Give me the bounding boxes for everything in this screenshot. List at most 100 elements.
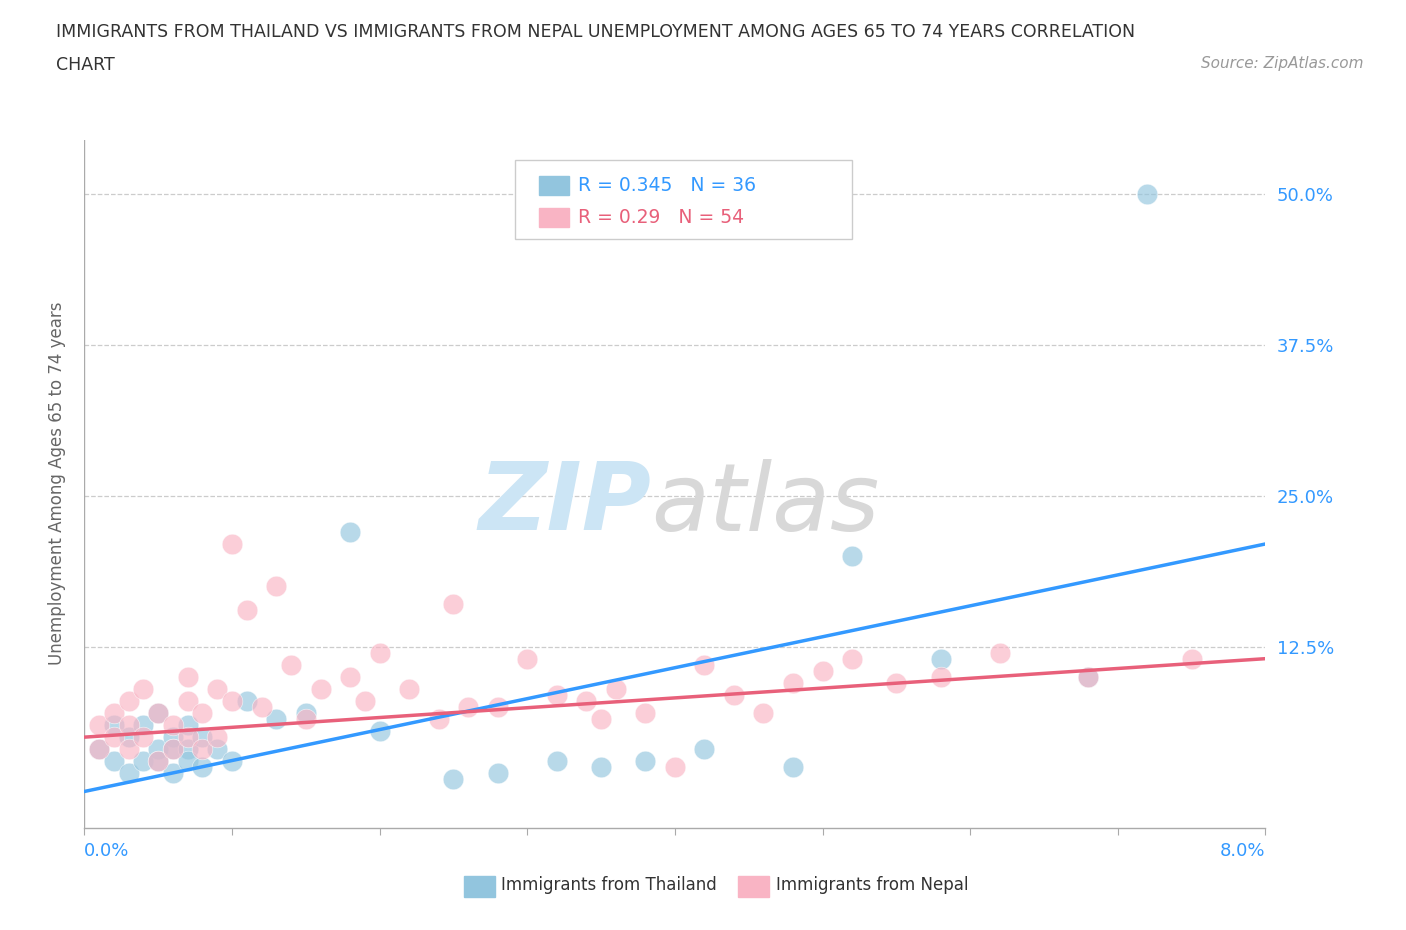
Point [191, 742, 214, 757]
FancyBboxPatch shape [516, 160, 852, 239]
Point [929, 670, 952, 684]
Point [339, 670, 361, 684]
Point [1077, 670, 1099, 684]
Point [811, 663, 834, 678]
Point [782, 675, 804, 690]
Point [841, 549, 863, 564]
Point [162, 742, 184, 757]
Point [89, 718, 111, 733]
Text: R = 0.345   N = 36: R = 0.345 N = 36 [578, 176, 756, 195]
Point [634, 706, 657, 721]
Point [89, 742, 111, 757]
Point [118, 766, 141, 781]
Point [221, 694, 243, 709]
Point [309, 682, 332, 697]
Point [693, 658, 716, 672]
Point [295, 711, 318, 726]
Point [546, 687, 568, 702]
Point [354, 694, 377, 709]
Point [591, 760, 613, 775]
Point [221, 537, 243, 551]
Text: atlas: atlas [651, 458, 880, 550]
Point [103, 718, 125, 733]
Point [132, 682, 155, 697]
Point [221, 754, 243, 769]
Point [177, 670, 200, 684]
Point [398, 682, 420, 697]
Point [118, 694, 141, 709]
Point [1181, 651, 1204, 666]
Point [118, 742, 141, 757]
Point [162, 742, 184, 757]
Bar [538, 176, 568, 195]
Point [929, 651, 952, 666]
Point [132, 730, 155, 745]
Point [205, 682, 228, 697]
Point [236, 694, 259, 709]
Point [177, 754, 200, 769]
Point [723, 687, 745, 702]
Text: 0.0%: 0.0% [84, 843, 129, 860]
Point [1136, 186, 1159, 201]
Point [693, 742, 716, 757]
Point [148, 754, 170, 769]
Point [205, 730, 228, 745]
Point [339, 525, 361, 539]
Text: IMMIGRANTS FROM THAILAND VS IMMIGRANTS FROM NEPAL UNEMPLOYMENT AMONG AGES 65 TO : IMMIGRANTS FROM THAILAND VS IMMIGRANTS F… [56, 23, 1136, 41]
Point [443, 597, 465, 612]
Point [368, 724, 391, 738]
Point [177, 742, 200, 757]
Point [118, 718, 141, 733]
Point [782, 760, 804, 775]
Point [634, 754, 657, 769]
Point [752, 706, 775, 721]
Point [295, 706, 318, 721]
Text: R = 0.29   N = 54: R = 0.29 N = 54 [578, 207, 744, 227]
Text: ZIP: ZIP [478, 458, 651, 551]
Point [1077, 670, 1099, 684]
Point [177, 694, 200, 709]
Point [841, 651, 863, 666]
Text: Immigrants from Thailand: Immigrants from Thailand [501, 876, 716, 895]
Bar [538, 207, 568, 227]
Point [546, 754, 568, 769]
Point [886, 675, 908, 690]
Point [103, 706, 125, 721]
Text: CHART: CHART [56, 56, 115, 73]
Point [148, 742, 170, 757]
Point [148, 706, 170, 721]
Point [575, 694, 598, 709]
Point [250, 699, 273, 714]
Text: Immigrants from Nepal: Immigrants from Nepal [776, 876, 969, 895]
Point [132, 754, 155, 769]
Point [427, 711, 450, 726]
Point [591, 711, 613, 726]
Point [177, 718, 200, 733]
Point [516, 651, 538, 666]
Point [162, 766, 184, 781]
Point [664, 760, 686, 775]
Point [205, 742, 228, 757]
Point [486, 766, 509, 781]
Point [486, 699, 509, 714]
Point [177, 730, 200, 745]
Point [118, 730, 141, 745]
Point [148, 754, 170, 769]
Point [605, 682, 627, 697]
Text: 8.0%: 8.0% [1220, 843, 1265, 860]
Point [191, 760, 214, 775]
Point [457, 699, 479, 714]
Text: Source: ZipAtlas.com: Source: ZipAtlas.com [1201, 56, 1364, 71]
Point [236, 603, 259, 618]
Point [162, 730, 184, 745]
Point [103, 754, 125, 769]
Point [191, 706, 214, 721]
Point [264, 711, 288, 726]
Point [191, 730, 214, 745]
Point [988, 645, 1011, 660]
Point [443, 772, 465, 787]
Point [148, 706, 170, 721]
Point [89, 742, 111, 757]
Point [103, 730, 125, 745]
Y-axis label: Unemployment Among Ages 65 to 74 years: Unemployment Among Ages 65 to 74 years [48, 302, 66, 665]
